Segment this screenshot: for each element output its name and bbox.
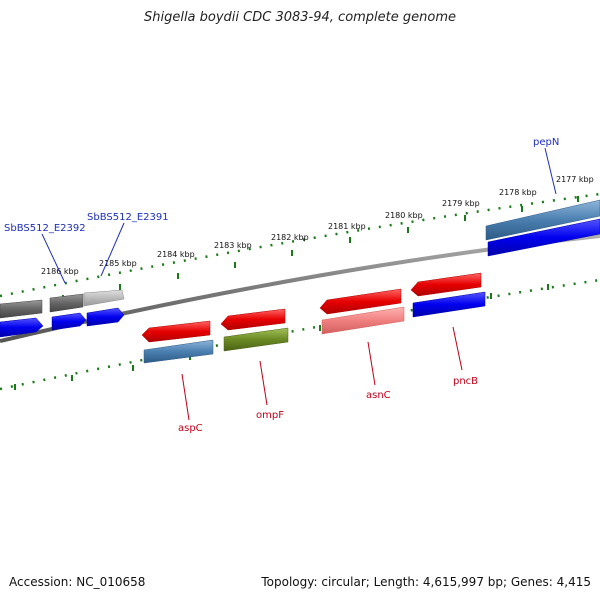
gene-aspC-feature[interactable] — [141, 320, 211, 343]
scale-arc-inner — [0, 278, 600, 391]
gene-aspC-cds[interactable] — [143, 339, 214, 364]
tick-label: 2177 kbp — [556, 175, 594, 184]
callout-SbBS512_E2391 — [100, 222, 125, 277]
genome-summary-text: Topology: circular; Length: 4,615,997 bp… — [261, 575, 591, 589]
tick-label: 2179 kbp — [442, 199, 480, 208]
gene-asnC-feature[interactable] — [319, 288, 402, 315]
gene-SbBS512_E2392-feature[interactable] — [49, 293, 84, 313]
tick-label: 2183 kbp — [214, 241, 252, 250]
tick-label: 2182 kbp — [271, 233, 309, 242]
gene-left-partial-cds[interactable] — [0, 317, 44, 338]
gene-left-partial-feature[interactable] — [0, 299, 43, 319]
gene-ompF-feature[interactable] — [220, 308, 286, 331]
gene-label-aspC: aspC — [178, 423, 203, 434]
gene-pncB-feature[interactable] — [410, 272, 482, 297]
gene-label-pepN: pepN — [533, 137, 559, 148]
gene-pepN-feature[interactable] — [485, 199, 600, 241]
callout-asnC — [367, 341, 376, 386]
gene-label-SbBS512_E2392: SbBS512_E2392 — [4, 223, 86, 234]
tick-label: 2178 kbp — [499, 188, 537, 197]
callout-ompF — [259, 360, 268, 406]
gene-SbBS512_E2392-cds[interactable] — [51, 312, 87, 331]
tick-label: 2180 kbp — [385, 211, 423, 220]
gene-label-SbBS512_E2391: SbBS512_E2391 — [87, 212, 169, 223]
gene-label-ompF: ompF — [256, 410, 284, 421]
gene-asnC-cds[interactable] — [321, 306, 405, 335]
gene-label-asnC: asnC — [366, 390, 391, 401]
callout-aspC — [181, 373, 190, 421]
callout-pncB — [452, 326, 463, 371]
gene-label-pncB: pncB — [453, 376, 478, 387]
gene-SbBS512_E2391-feature[interactable] — [83, 289, 125, 307]
gene-ompF-cds[interactable] — [223, 327, 289, 352]
gene-SbBS512_E2391-cds[interactable] — [86, 307, 125, 327]
callout-pepN — [544, 147, 557, 195]
map-title: Shigella boydii CDC 3083-94, complete ge… — [143, 10, 457, 25]
tick-label: 2181 kbp — [328, 222, 366, 231]
scale-arc-outer — [0, 192, 600, 298]
tick-label: 2185 kbp — [99, 259, 137, 268]
accession-text: Accession: NC_010658 — [9, 575, 146, 589]
gene-pepN-cds[interactable] — [487, 218, 600, 257]
gene-pncB-cds[interactable] — [412, 291, 486, 318]
callout-SbBS512_E2392 — [41, 233, 66, 284]
tick-label: 2184 kbp — [157, 250, 195, 259]
